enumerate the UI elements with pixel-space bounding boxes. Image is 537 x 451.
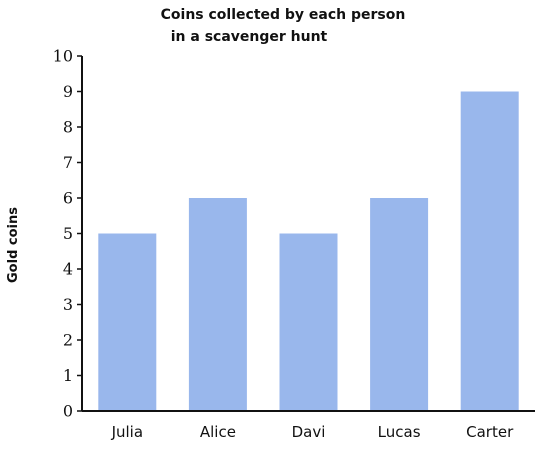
x-tick-label: Lucas	[378, 423, 421, 441]
bar-julia	[98, 233, 157, 411]
y-tick-label: 0	[63, 402, 73, 421]
y-axis-title: Gold coins	[6, 207, 21, 283]
y-tick-label: 6	[63, 189, 73, 208]
axes	[81, 56, 535, 412]
bar-lucas	[370, 198, 429, 411]
y-axis-ticks: 0 1 2 3 4 5 6 7 8 9 10	[53, 47, 82, 421]
y-tick-label: 4	[63, 260, 73, 279]
chart-title-line-2: in a scavenger hunt	[171, 29, 328, 45]
x-axis-ticks: Julia Alice Davi Lucas Carter	[111, 423, 515, 441]
y-tick-label: 1	[63, 366, 73, 385]
bars-layer	[98, 91, 519, 411]
x-tick-label: Alice	[200, 423, 236, 441]
y-tick-label: 9	[63, 82, 73, 101]
y-tick-label: 7	[63, 153, 73, 172]
x-tick-label: Davi	[292, 423, 326, 441]
y-tick-label: 10	[53, 47, 73, 66]
chart-title-line-1: Coins collected by each person	[161, 7, 406, 23]
x-tick-label: Carter	[466, 423, 514, 441]
bar-davi	[279, 233, 338, 411]
x-tick-label: Julia	[111, 423, 143, 441]
y-tick-label: 5	[63, 224, 73, 243]
bar-carter	[460, 91, 519, 411]
bar-alice	[188, 198, 247, 411]
y-tick-label: 2	[63, 331, 73, 350]
y-tick-label: 3	[63, 295, 73, 314]
y-tick-label: 8	[63, 118, 73, 137]
